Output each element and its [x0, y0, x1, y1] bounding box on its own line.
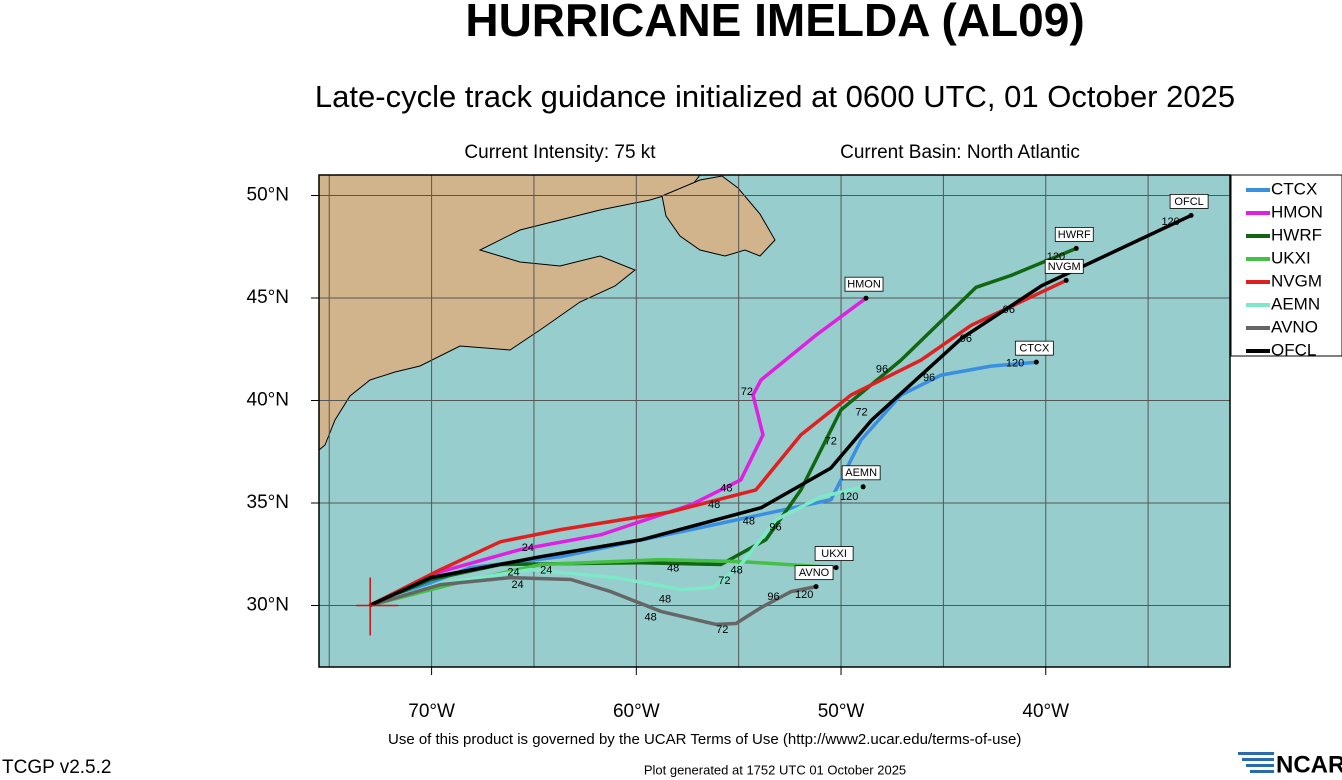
- plot-frame: [318, 174, 1231, 668]
- hour-label: 24: [511, 579, 523, 591]
- legend-box: [1230, 174, 1342, 357]
- track-label: HWRF: [1058, 229, 1091, 241]
- hour-label: 24: [540, 565, 552, 577]
- track-label-box: [1044, 258, 1084, 274]
- version: TCGP v2.5.2: [2, 757, 111, 778]
- hour-label: 96: [876, 364, 888, 376]
- hour-label: 120: [840, 491, 858, 503]
- track-label-box: [1014, 340, 1054, 356]
- hour-label: 96: [960, 333, 972, 345]
- hour-label: 48: [659, 593, 671, 605]
- y-tick-label: 30°N: [247, 595, 289, 616]
- hour-label: 48: [720, 483, 732, 495]
- track-end: [1063, 277, 1069, 283]
- legend-label: OFCL: [1271, 340, 1316, 359]
- track-end: [1188, 212, 1194, 218]
- track-label: CTCX: [1019, 343, 1050, 355]
- terms: Use of this product is governed by the U…: [388, 731, 1021, 748]
- track-label: AEMN: [845, 467, 877, 479]
- hour-label: 24: [507, 567, 519, 579]
- logo: NCAR: [1276, 751, 1342, 778]
- chart-title: HURRICANE IMELDA (AL09): [465, 0, 1084, 46]
- track-label: AVNO: [799, 567, 830, 579]
- track-label: UKXI: [821, 548, 847, 560]
- hour-label: 48: [743, 515, 755, 527]
- track-line: [369, 575, 817, 627]
- track-end: [1033, 359, 1039, 365]
- hour-label: 24: [522, 542, 534, 554]
- y-tick-label: 50°N: [247, 185, 289, 206]
- basin: Current Basin: North Atlantic: [840, 142, 1080, 163]
- x-tick-label: 60°W: [613, 701, 660, 722]
- hour-label: 96: [1003, 304, 1015, 316]
- hour-label: 48: [731, 565, 743, 577]
- legend-label: AVNO: [1271, 317, 1318, 336]
- track-label-box: [794, 565, 834, 581]
- track-label: OFCL: [1174, 196, 1203, 208]
- hour-label: 72: [855, 407, 867, 419]
- hour-label: 96: [767, 591, 779, 603]
- hour-label: 120: [1047, 251, 1065, 263]
- x-tick-label: 40°W: [1022, 701, 1069, 722]
- track-line: [369, 557, 837, 608]
- hour-label: 120: [795, 589, 813, 601]
- hour-label: 120: [1161, 216, 1179, 228]
- intensity: Current Intensity: 75 kt: [464, 142, 656, 163]
- track-end: [813, 584, 819, 590]
- legend-label: NVGM: [1271, 271, 1322, 290]
- hour-label: 96: [923, 372, 935, 384]
- track-label-box: [841, 465, 881, 481]
- track-line: [369, 485, 864, 608]
- track-line: [368, 296, 868, 608]
- y-tick-label: 40°N: [247, 390, 289, 411]
- legend-label: HWRF: [1271, 225, 1322, 244]
- hour-label: 72: [718, 575, 730, 587]
- legend-label: HMON: [1271, 202, 1323, 221]
- x-tick-label: 70°W: [408, 701, 455, 722]
- y-tick-label: 35°N: [247, 492, 289, 513]
- legend-label: AEMN: [1271, 294, 1320, 313]
- logo-mark: [1238, 752, 1274, 773]
- track-end: [863, 295, 869, 301]
- track-label-box: [1054, 226, 1094, 242]
- track-label-box: [844, 276, 884, 292]
- track-end: [1073, 245, 1079, 251]
- hour-label: 72: [716, 624, 728, 636]
- track-line: [368, 213, 1192, 608]
- hour-label: 48: [645, 612, 657, 624]
- hour-label: 72: [741, 386, 753, 398]
- y-tick-label: 45°N: [247, 287, 289, 308]
- plot: CTCX HMON HWRF UKXI NVGM AEMN AVNO OFCL 120 120 12…: [319, 175, 1230, 667]
- hour-label: 72: [825, 435, 837, 447]
- hour-label: 48: [667, 563, 679, 575]
- track-label-box: [814, 546, 854, 561]
- hour-label: 96: [769, 522, 781, 534]
- hour-label: 120: [1006, 358, 1024, 370]
- track-line: [368, 278, 1067, 608]
- track-end: [833, 565, 839, 571]
- track-label: NVGM: [1048, 261, 1081, 273]
- generated: Plot generated at 1752 UTC 01 October 20…: [644, 762, 906, 777]
- chart-subtitle: Late-cycle track guidance initialized at…: [315, 79, 1235, 114]
- track-label: HMON: [847, 279, 881, 291]
- legend-label: CTCX: [1271, 179, 1317, 198]
- track-label-box: [1169, 193, 1209, 209]
- hour-label: 48: [708, 499, 720, 511]
- x-tick-label: 50°W: [818, 701, 865, 722]
- legend-label: UKXI: [1271, 248, 1311, 267]
- track-end: [860, 484, 866, 490]
